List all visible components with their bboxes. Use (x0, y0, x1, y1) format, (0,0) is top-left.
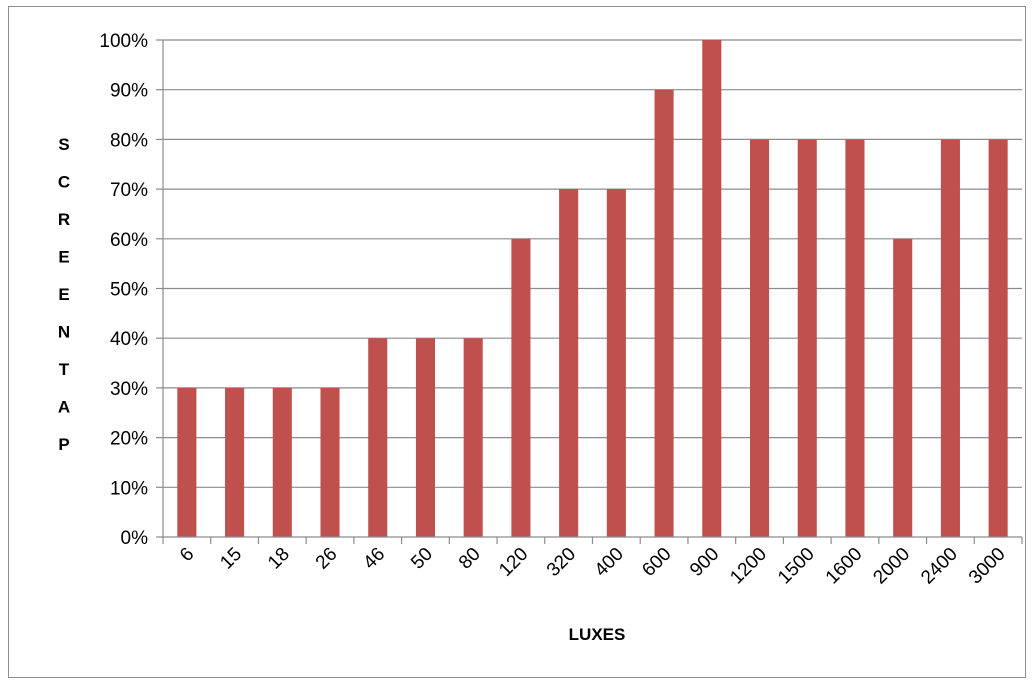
x-tick-label: 50 (407, 544, 437, 574)
bar-2400 (940, 139, 960, 537)
x-tick-label: 15 (216, 544, 246, 574)
y-axis-title-letter: A (58, 398, 70, 417)
bars (177, 40, 1008, 538)
x-tick-label: 6 (176, 544, 198, 566)
bar-600 (654, 89, 674, 537)
bar-26 (320, 387, 340, 537)
x-tick-label: 120 (495, 544, 532, 581)
x-tick-label: 2400 (917, 544, 962, 589)
axes (156, 39, 1023, 544)
x-tick-label: 46 (359, 544, 389, 574)
bar-1200 (749, 139, 770, 537)
bar-46 (368, 338, 388, 537)
bar-6 (177, 387, 197, 537)
y-tick-label: 80% (110, 130, 148, 151)
y-tick-label: 50% (110, 280, 148, 301)
bar-80 (463, 338, 483, 537)
y-axis-title-letter: E (58, 285, 69, 304)
y-tick-label: 40% (110, 329, 148, 350)
bar-1500 (797, 139, 817, 537)
y-tick-label: 100% (99, 31, 148, 52)
x-tick-label: 3000 (965, 544, 1010, 589)
bar-2000 (893, 238, 913, 538)
bar-3000 (988, 139, 1008, 537)
bar-120 (511, 238, 531, 538)
x-tick-label: 18 (264, 544, 294, 574)
y-axis-title-letter: C (58, 173, 70, 192)
x-tick-label: 400 (591, 544, 628, 581)
y-axis-title-letter: T (59, 360, 70, 379)
y-tick-label: 30% (110, 379, 148, 400)
y-axis-title-letter: S (58, 135, 69, 154)
bar-1600 (845, 139, 865, 537)
y-tick-label: 0% (121, 528, 149, 549)
y-tick-label: 90% (110, 81, 148, 102)
y-tick-label: 70% (110, 180, 148, 201)
y-axis-title-letter: P (58, 435, 69, 454)
bar-400 (606, 189, 626, 537)
x-tick-label: 26 (312, 544, 342, 574)
bar-18 (272, 387, 292, 537)
x-tick-label: 1600 (822, 544, 867, 589)
x-tick-labels: 6 15 18 26 46 50 80 120 320 400 600 900 1200 1500 1600… (176, 544, 1010, 589)
y-tick-labels: 0% 10% 20% 30% 40% 50% 60% 70% 80% 90% 100% (99, 31, 148, 549)
x-tick-label: 900 (686, 544, 723, 581)
x-tick-label: 1500 (774, 544, 819, 589)
y-tick-label: 20% (110, 429, 148, 450)
x-tick-label: 600 (638, 544, 675, 581)
y-axis-title-letter: R (58, 210, 70, 229)
bar-900 (702, 40, 722, 537)
bar-15 (225, 387, 245, 537)
x-tick-label: 1200 (726, 544, 771, 589)
x-axis-title: LUXES (569, 625, 626, 644)
x-tick-label: 2000 (869, 544, 914, 589)
x-tick-label: 80 (455, 544, 485, 574)
bar-50 (415, 338, 436, 537)
y-axis-title-letter: N (58, 323, 70, 342)
bar-320 (559, 189, 579, 537)
gridlines (163, 39, 1022, 488)
y-axis-title-letter: E (58, 248, 69, 267)
x-tick-label: 320 (543, 544, 580, 581)
y-tick-label: 10% (110, 478, 148, 499)
y-tick-label: 60% (110, 230, 148, 251)
